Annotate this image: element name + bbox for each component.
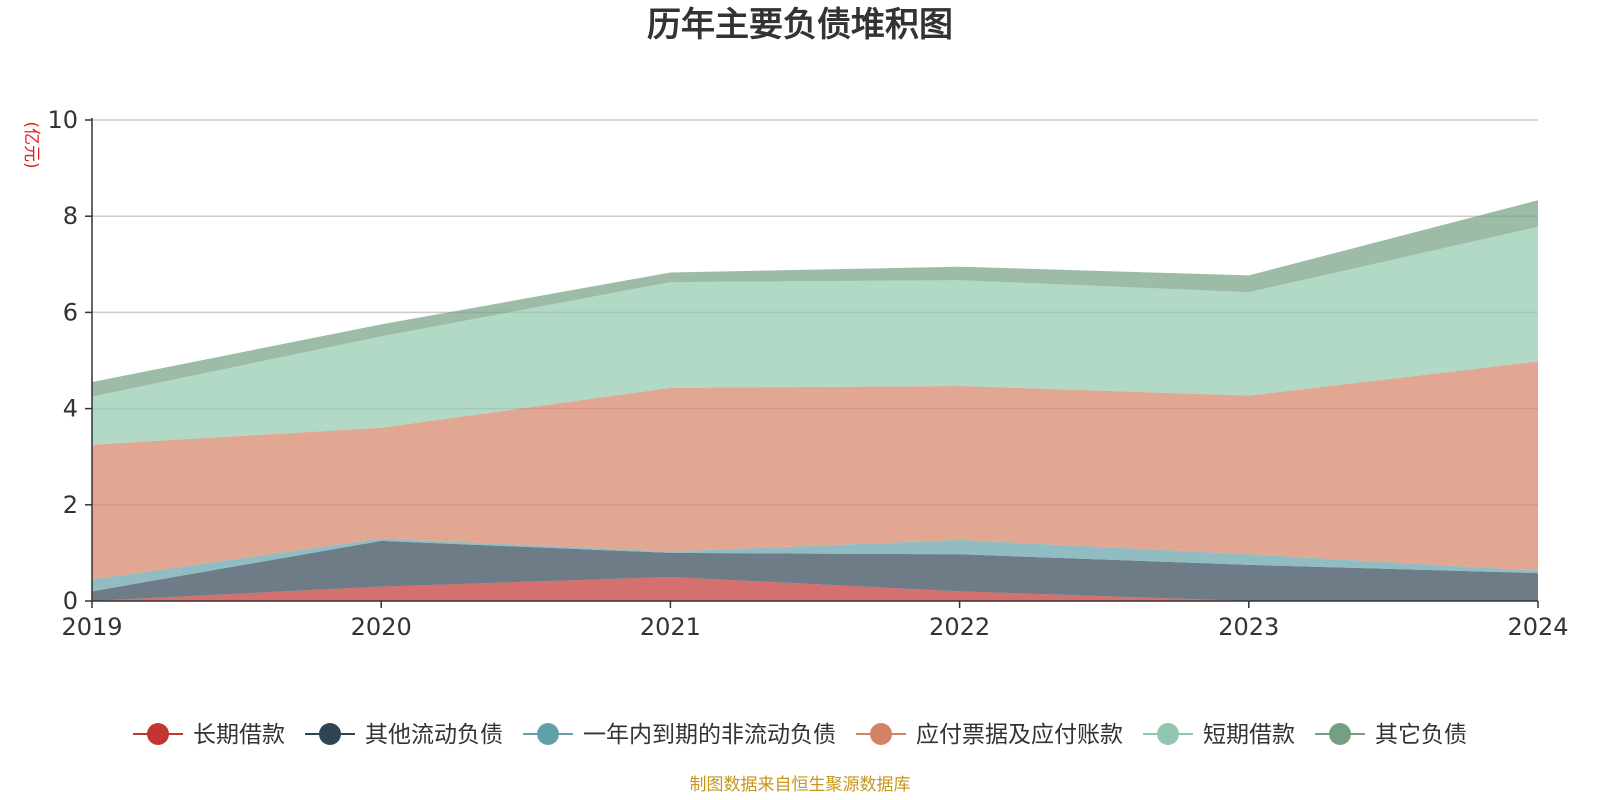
legend-item[interactable]: 其它负债 xyxy=(1315,722,1467,748)
legend-circle-icon xyxy=(147,723,169,745)
area-series xyxy=(92,200,1538,601)
legend-circle-icon xyxy=(1329,723,1351,745)
area-series-4 xyxy=(92,226,1538,445)
chart-title: 历年主要负债堆积图 xyxy=(647,5,953,45)
legend-label: 应付票据及应付账款 xyxy=(916,722,1123,748)
legend-item[interactable]: 其他流动负债 xyxy=(305,722,503,748)
legend-item[interactable]: 短期借款 xyxy=(1143,722,1295,748)
x-tick-label: 2019 xyxy=(61,613,122,641)
axes: 0 2 4 6 8 10 2019 2020 2021 2022 2023 2024 xyxy=(47,106,1568,641)
legend-circle-icon xyxy=(1157,723,1179,745)
y-tick-label: 2 xyxy=(63,491,78,519)
area-series-0 xyxy=(92,577,1538,601)
legend-label: 短期借款 xyxy=(1203,722,1295,748)
x-tick-label: 2024 xyxy=(1507,613,1568,641)
x-tick-label: 2023 xyxy=(1218,613,1279,641)
y-tick-label: 4 xyxy=(63,395,78,423)
legend-item[interactable]: 应付票据及应付账款 xyxy=(856,722,1123,748)
y-tick-label: 10 xyxy=(47,106,78,134)
area-series-3 xyxy=(92,361,1538,580)
legend-label: 其他流动负债 xyxy=(365,722,503,748)
x-tick-label: 2020 xyxy=(351,613,412,641)
legend-label: 长期借款 xyxy=(193,722,285,748)
source-note: 制图数据来自恒生聚源数据库 xyxy=(690,775,911,795)
x-tick-label: 2022 xyxy=(929,613,990,641)
y-axis-unit-label: (亿元) xyxy=(21,121,41,168)
area-series-2 xyxy=(92,538,1538,592)
legend: 长期借款 其他流动负债 一年内到期的非流动负债 应付票据及应付账款 短期借款 其它负债 xyxy=(133,722,1467,748)
legend-circle-icon xyxy=(537,723,559,745)
legend-circle-icon xyxy=(319,723,341,745)
legend-label: 其它负债 xyxy=(1375,722,1467,748)
legend-circle-icon xyxy=(870,723,892,745)
x-tick-label: 2021 xyxy=(640,613,701,641)
legend-item[interactable]: 长期借款 xyxy=(133,722,285,748)
legend-label: 一年内到期的非流动负债 xyxy=(583,722,836,748)
legend-item[interactable]: 一年内到期的非流动负债 xyxy=(523,722,836,748)
area-series-1 xyxy=(92,540,1538,601)
y-tick-label: 8 xyxy=(63,202,78,230)
y-tick-label: 0 xyxy=(63,587,78,615)
y-tick-label: 6 xyxy=(63,298,78,326)
